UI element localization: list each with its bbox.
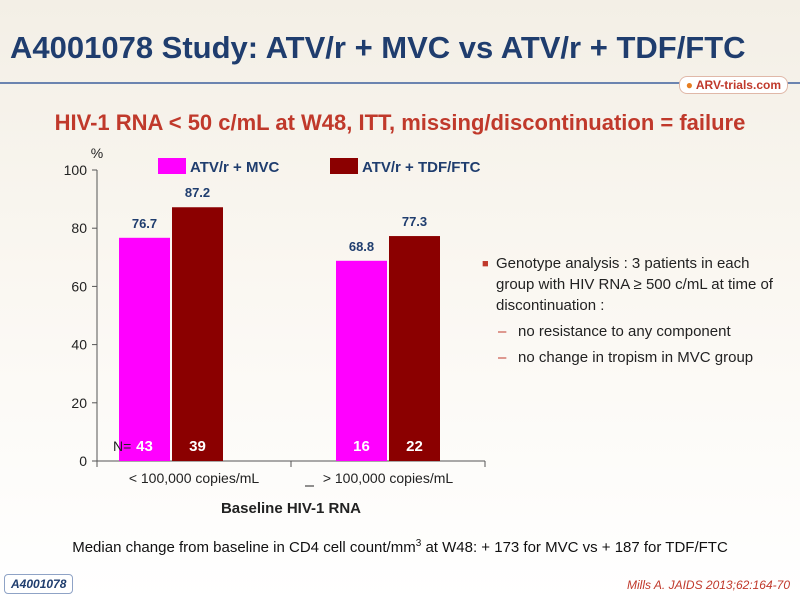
logo-text: ARV-trials.com	[695, 78, 781, 92]
bar-mvc	[119, 237, 170, 461]
cd4-footer: Median change from baseline in CD4 cell …	[0, 538, 800, 556]
bar-n-label: 22	[406, 438, 423, 455]
sub-bullet-resistance: – no resistance to any component	[484, 321, 784, 342]
bar-mvc	[336, 260, 387, 461]
bar-n-label: 16	[353, 438, 370, 455]
y-tick-label: 60	[71, 278, 87, 294]
sub-bullet-text: no resistance to any component	[518, 323, 731, 340]
arv-trials-logo: ● ARV-trials.com	[678, 76, 788, 94]
title-rule	[0, 82, 800, 84]
bar-value-label: 68.8	[349, 239, 374, 254]
x-axis-label: Baseline HIV-1 RNA	[221, 500, 361, 517]
bar-chart: 0 20 40 60 80 100% 76.7 43 87.2 39 < 100,000 copie…	[64, 145, 486, 517]
study-tag: A4001078	[4, 574, 74, 594]
footer-tail: at W48: + 173 for MVC vs + 187 for TDF/F…	[421, 539, 728, 556]
bullet-square-icon: ■	[482, 258, 489, 270]
footer-main: Median change from baseline in CD4 cell …	[72, 539, 416, 556]
footer-sup: 3	[415, 538, 422, 549]
legend-swatch	[330, 158, 358, 174]
bar-tdf	[172, 207, 223, 461]
y-tick-label: 0	[79, 453, 87, 469]
y-tick-label: 20	[71, 395, 87, 411]
y-axis-label: %	[91, 145, 103, 161]
dash-icon: –	[498, 323, 507, 340]
chart-subtitle: HIV-1 RNA < 50 c/mL at W48, ITT, missing…	[54, 110, 746, 135]
bar-value-label: 77.3	[402, 214, 427, 229]
bar-value-label: 87.2	[185, 185, 210, 200]
sub-bullet-text: no change in tropism in MVC group	[518, 349, 754, 366]
genotype-notes: ■ Genotype analysis : 3 patients in each…	[482, 253, 784, 368]
bar-n-label: 39	[189, 438, 206, 455]
bar-value-label: 76.7	[132, 216, 157, 231]
y-tick-label: 80	[71, 220, 87, 236]
category-label: < 100,000 copies/mL	[129, 470, 260, 486]
bullet-genotype: ■ Genotype analysis : 3 patients in each…	[482, 253, 784, 316]
category-label: > 100,000 copies/mL	[323, 470, 454, 486]
bar-n-label: 43	[136, 438, 153, 455]
legend-label: ATV/r + MVC	[190, 159, 279, 176]
legend-label: ATV/r + TDF/FTC	[362, 159, 481, 176]
sub-bullet-tropism: – no change in tropism in MVC group	[484, 347, 784, 368]
n-label: N=	[113, 438, 131, 454]
y-tick-label: 100	[64, 162, 88, 178]
dash-icon: –	[498, 349, 507, 366]
bullet-genotype-text: Genotype analysis : 3 patients in each g…	[496, 255, 773, 314]
bar-tdf	[389, 236, 440, 461]
slide-title: A4001078 Study: ATV/r + MVC vs ATV/r + T…	[10, 30, 746, 65]
y-tick-label: 40	[71, 337, 87, 353]
legend-swatch	[158, 158, 186, 174]
reference: Mills A. JAIDS 2013;62:164-70	[627, 578, 790, 592]
